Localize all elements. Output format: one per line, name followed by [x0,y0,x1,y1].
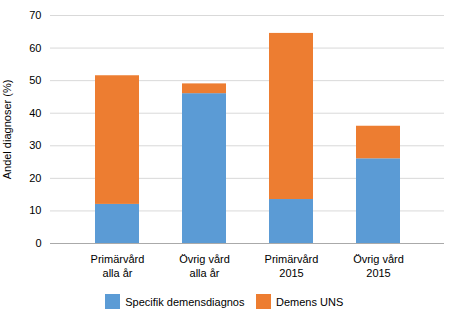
svg-text:30: 30 [29,139,41,151]
svg-text:Primärvård2015: Primärvård2015 [265,253,319,279]
svg-text:Andel diagnoser (%): Andel diagnoser (%) [1,80,13,180]
svg-text:0: 0 [35,237,41,249]
svg-text:10: 10 [29,204,41,216]
svg-text:Övrig vårdalla år: Övrig vårdalla år [179,253,230,279]
svg-text:Övrig vård2015: Övrig vård2015 [353,253,404,279]
html-text:Demens UNS: Demens UNS [276,295,344,308]
html-text:Specifik demensdiagnos: Specifik demensdiagnos [125,295,245,308]
svg-text:70: 70 [29,9,41,21]
svg-text:20: 20 [29,172,41,184]
svg-text:40: 40 [29,107,41,119]
svg-text:Primärvårdalla år: Primärvårdalla år [91,253,145,279]
svg-text:50: 50 [29,74,41,86]
svg-text:60: 60 [29,42,41,54]
